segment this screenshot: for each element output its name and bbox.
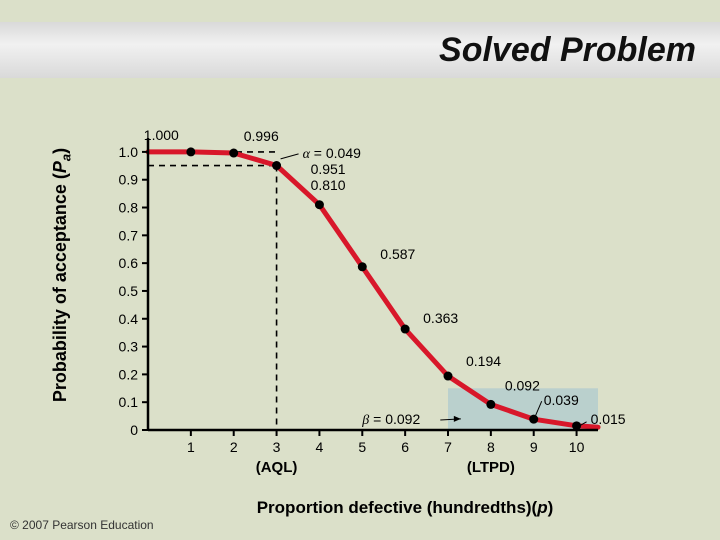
oc-curve-chart: 00.10.20.30.40.50.60.70.80.91.0123456789…: [90, 120, 620, 450]
point-label: 0.587: [380, 246, 415, 262]
alpha-annotation: α = 0.049: [303, 145, 362, 162]
y-tick-label: 0.9: [119, 172, 139, 188]
y-tick-label: 0.7: [119, 227, 139, 243]
page-title: Solved Problem: [439, 31, 696, 70]
y-axis-label: Probability of acceptance (Pa): [50, 110, 78, 440]
data-point: [315, 200, 324, 209]
copyright: © 2007 Pearson Education: [10, 518, 154, 532]
point-label: 1.000: [144, 127, 179, 143]
data-point: [229, 149, 238, 158]
data-point: [444, 372, 453, 381]
x-tick-label: 4: [316, 439, 324, 455]
data-point: [529, 415, 538, 424]
y-tick-label: 0.1: [119, 394, 139, 410]
point-label: 0.194: [466, 353, 501, 369]
x-tick-label: 6: [401, 439, 409, 455]
y-tick-label: 0.6: [119, 255, 139, 271]
y-tick-label: 1.0: [119, 144, 139, 160]
x-tick-label: 1: [187, 439, 195, 455]
alpha-ann-line: 0.810: [311, 177, 346, 193]
data-point: [186, 147, 195, 156]
x-tick-label: 5: [358, 439, 366, 455]
data-point: [401, 325, 410, 334]
x-tick-label: 8: [487, 439, 495, 455]
y-tick-label: 0.2: [119, 366, 139, 382]
alpha-leader: [281, 154, 299, 159]
ltpd-label: (LTPD): [467, 459, 515, 476]
x-tick-label: 2: [230, 439, 238, 455]
alpha-ann-line: 0.951: [311, 161, 346, 177]
data-point: [486, 400, 495, 409]
point-label: 0.039: [544, 392, 579, 408]
y-tick-label: 0.4: [119, 311, 139, 327]
y-tick-label: 0.8: [119, 200, 139, 216]
y-tick-label: 0.3: [119, 339, 139, 355]
x-axis-label: Proportion defective (hundredths)(p): [110, 498, 700, 518]
point-label: 0.092: [505, 377, 540, 393]
x-tick-label: 3: [273, 439, 281, 455]
x-tick-label: 7: [444, 439, 452, 455]
y-tick-label: 0.5: [119, 283, 139, 299]
chart-svg: 0 0.1 0.2 0.3 0.4 0.5 0.6 0.7 0.8 0.9 1.0 1 2 3 4 5 6 7 8 9…: [90, 120, 650, 490]
data-point: [358, 262, 367, 271]
data-point: [272, 161, 281, 170]
point-label: 0.363: [423, 310, 458, 326]
aql-label: (AQL): [256, 459, 298, 476]
y-tick-label: 0: [130, 422, 138, 438]
x-tick-label: 9: [530, 439, 538, 455]
title-bar: Solved Problem: [0, 22, 720, 78]
point-label: 0.015: [591, 411, 626, 427]
x-tick-label: 10: [569, 439, 585, 455]
beta-annotation: β = 0.092: [361, 411, 420, 428]
point-label: 0.996: [244, 128, 279, 144]
